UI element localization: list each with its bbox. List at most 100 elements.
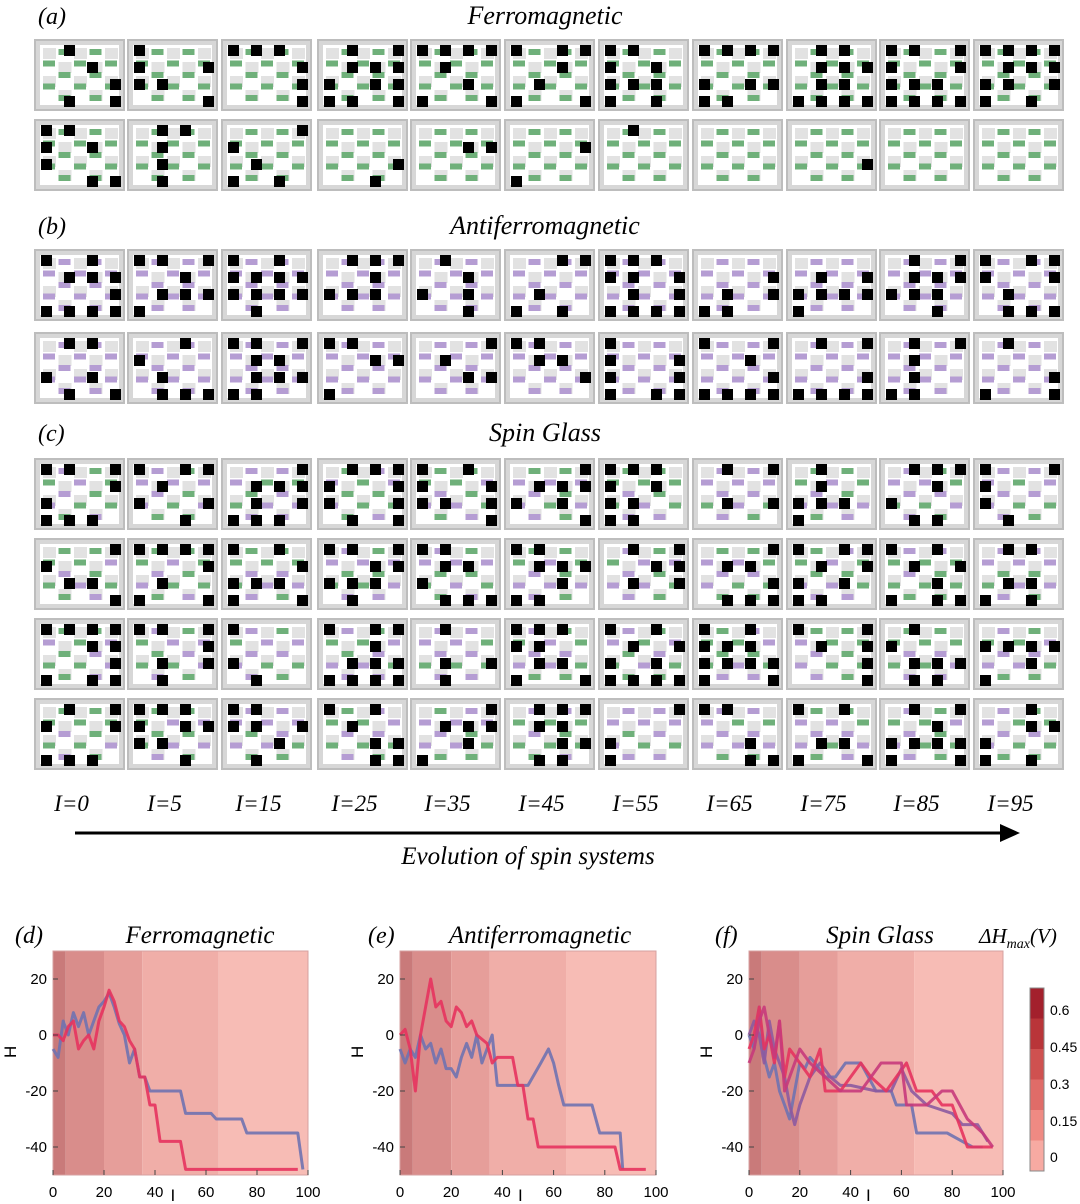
tile-cell: [481, 286, 494, 297]
spin-mark: [674, 561, 685, 572]
spin-mark: [203, 96, 214, 107]
bond-mark: [559, 282, 572, 288]
spin-mark: [768, 755, 779, 766]
tile-cell: [919, 128, 932, 139]
bond-mark: [481, 270, 493, 277]
tile-cell: [74, 258, 87, 269]
spin-mark: [628, 675, 639, 686]
tile-cell: [607, 547, 620, 558]
y-tick-label: -20: [372, 1083, 394, 1100]
tile-cell: [826, 707, 839, 718]
tile-cell: [136, 128, 149, 139]
spin-mark: [370, 578, 381, 589]
bond-mark: [261, 353, 273, 360]
spin-mark: [628, 498, 639, 509]
tile-cell: [167, 369, 180, 380]
spin-mark: [324, 289, 335, 300]
spin-mark: [1026, 595, 1037, 606]
spin-mark: [816, 338, 827, 349]
bond-mark: [245, 152, 258, 158]
bond-mark: [747, 175, 760, 181]
bond-mark: [1044, 559, 1056, 566]
tile-cell: [732, 341, 745, 352]
bond-mark: [292, 140, 304, 147]
tile-cell: [826, 341, 839, 352]
spin-mark: [816, 595, 827, 606]
spin-mark: [440, 721, 451, 732]
tile-cell: [575, 655, 588, 666]
spin-mark: [699, 624, 710, 635]
bond-mark: [58, 548, 71, 554]
tile-cell: [544, 495, 557, 506]
bond-mark: [245, 129, 258, 135]
bond-mark: [43, 639, 55, 646]
spin-mark: [839, 498, 850, 509]
bond-mark: [622, 594, 635, 600]
bond-mark: [826, 662, 838, 669]
spin-mark: [1026, 306, 1037, 317]
spin-mark: [110, 176, 121, 187]
tile-cell: [841, 641, 855, 652]
spin-mark: [628, 641, 639, 652]
bond-mark: [136, 270, 148, 277]
bond-mark: [341, 72, 354, 78]
bond-mark: [841, 628, 854, 634]
chart-panel-label: (d): [15, 923, 43, 949]
y-tick-label: -40: [721, 1139, 743, 1156]
bond-mark: [43, 60, 55, 67]
spin-mark: [41, 142, 52, 153]
tile-cell: [669, 735, 682, 746]
spin-mark: [980, 255, 991, 266]
spin-tile: [504, 458, 595, 530]
bond-mark: [528, 731, 541, 737]
spin-mark: [157, 675, 168, 686]
tile-cell: [638, 735, 651, 746]
bond-mark: [841, 731, 854, 737]
tile-cell: [747, 481, 761, 492]
bond-mark: [701, 582, 713, 589]
bond-mark: [182, 305, 195, 311]
spin-mark: [347, 595, 358, 606]
spin-tile: [692, 538, 783, 610]
spin-mark: [110, 675, 121, 686]
bond-mark: [372, 305, 385, 311]
spin-mark: [932, 721, 943, 732]
spin-mark: [41, 125, 52, 136]
bond-mark: [716, 175, 729, 181]
spin-mark: [324, 338, 335, 349]
spin-mark: [932, 578, 943, 589]
spin-mark: [768, 675, 779, 686]
spin-mark: [651, 306, 662, 317]
tile-cell: [732, 369, 745, 380]
tile-cell: [450, 467, 463, 478]
bond-mark: [481, 742, 493, 749]
spin-mark: [605, 45, 616, 56]
bond-mark: [58, 259, 71, 265]
tile-cell: [638, 547, 651, 558]
spin-mark: [486, 595, 497, 606]
spin-mark: [511, 595, 522, 606]
bond-mark: [74, 479, 86, 486]
spin-mark: [180, 338, 191, 349]
tile-cell: [1044, 655, 1057, 666]
tile-cell: [74, 467, 87, 478]
spin-mark: [274, 176, 285, 187]
bond-mark: [795, 376, 807, 383]
bond-mark: [997, 175, 1010, 181]
tile-cell: [1044, 286, 1057, 297]
tile-cell: [151, 721, 165, 732]
spin-mark: [909, 658, 920, 669]
spin-mark: [393, 498, 404, 509]
bond-mark: [245, 365, 258, 371]
bond-mark: [841, 571, 854, 577]
bond-mark: [810, 129, 823, 135]
bond-mark: [544, 60, 556, 67]
spin-tile: [786, 538, 877, 610]
spin-mark: [370, 176, 381, 187]
tile-cell: [1044, 156, 1057, 167]
spin-tile: [692, 249, 783, 321]
spin-mark: [722, 306, 733, 317]
bond-mark: [276, 594, 289, 600]
tile-cell: [230, 495, 243, 506]
spin-tile: [221, 119, 312, 191]
